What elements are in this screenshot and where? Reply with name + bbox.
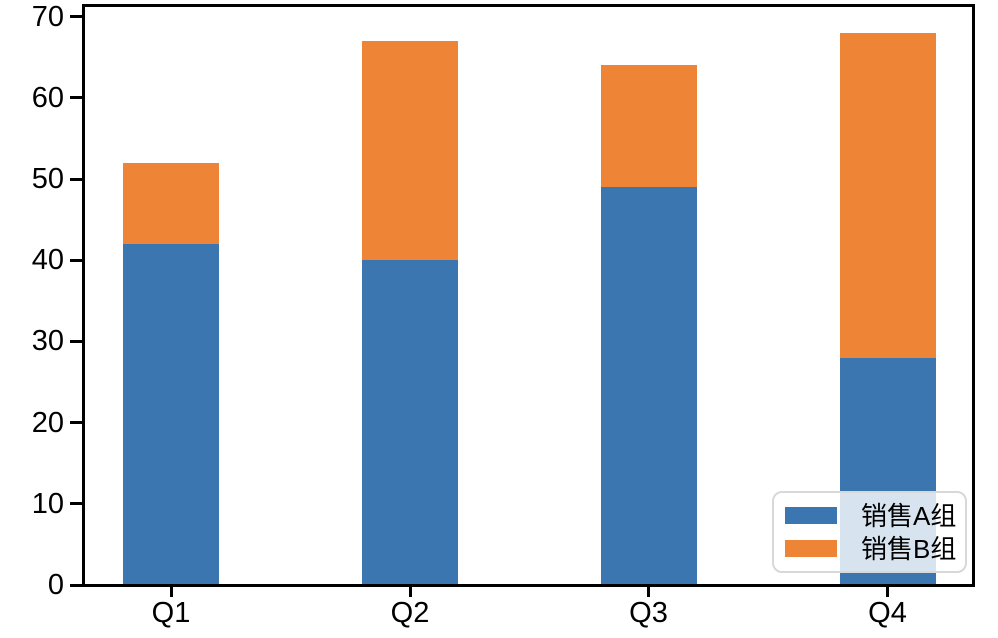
y-tick-mark-40 <box>70 258 82 262</box>
x-tick-mark-Q2 <box>408 587 412 597</box>
bar-segment-Q2-series1 <box>362 260 458 585</box>
y-tick-mark-50 <box>70 177 82 181</box>
y-tick-label-50: 50 <box>31 163 64 196</box>
y-tick-label-0: 0 <box>47 569 64 601</box>
y-tick-mark-20 <box>70 421 82 425</box>
y-tick-mark-30 <box>70 339 82 343</box>
legend-swatch-icon <box>785 540 837 557</box>
bar-segment-Q1-series2 <box>123 162 219 245</box>
y-tick-mark-60 <box>70 96 82 100</box>
x-tick-mark-Q4 <box>886 587 889 597</box>
x-tick-label-Q1: Q1 <box>151 597 191 629</box>
legend-item-1: 销售A组 <box>785 503 965 529</box>
y-tick-mark-10 <box>70 502 82 506</box>
bar-segment-Q3-series1 <box>600 187 697 585</box>
legend: 销售A组 销售B组 <box>772 491 967 573</box>
y-tick-label-30: 30 <box>31 325 64 358</box>
y-tick-label-40: 40 <box>31 244 64 277</box>
x-tick-label-Q2: Q2 <box>390 597 430 629</box>
y-tick-label-70: 70 <box>31 0 64 33</box>
x-tick-mark-Q3 <box>647 587 650 597</box>
y-tick-label-60: 60 <box>31 81 64 114</box>
legend-label: 销售B组 <box>861 533 957 564</box>
x-tick-label-Q4: Q4 <box>868 597 907 629</box>
y-tick-mark-70 <box>70 15 82 19</box>
legend-item-2: 销售B组 <box>785 536 965 562</box>
bar-segment-Q4-series2 <box>839 32 936 358</box>
legend-label: 销售A组 <box>861 500 957 531</box>
bar-segment-Q1-series1 <box>123 244 219 585</box>
x-tick-label-Q3: Q3 <box>629 597 668 629</box>
bar-segment-Q2-series2 <box>362 41 458 261</box>
y-tick-mark-0 <box>70 583 82 587</box>
x-tick-mark-Q1 <box>169 587 173 597</box>
bar-segment-Q3-series2 <box>600 65 697 188</box>
y-tick-label-10: 10 <box>31 487 64 520</box>
legend-swatch-icon <box>785 507 837 524</box>
y-tick-label-20: 20 <box>31 406 64 439</box>
